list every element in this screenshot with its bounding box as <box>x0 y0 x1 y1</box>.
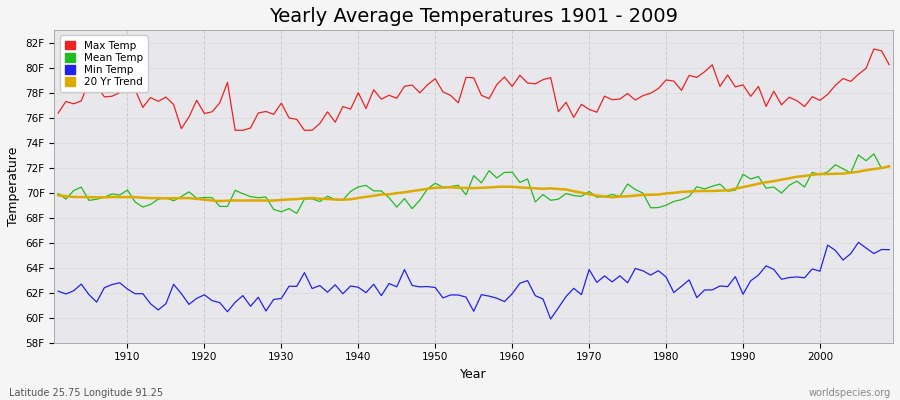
Min Temp <box>884 247 895 252</box>
Max Temp <box>292 117 302 122</box>
Line: Mean Temp: Mean Temp <box>58 154 889 214</box>
Text: Latitude 25.75 Longitude 91.25: Latitude 25.75 Longitude 91.25 <box>9 388 163 398</box>
Min Temp <box>507 291 517 296</box>
Line: Max Temp: Max Temp <box>58 49 889 130</box>
20 Yr Trend <box>515 185 526 190</box>
Mean Temp <box>292 211 302 216</box>
Mean Temp <box>868 152 879 156</box>
Min Temp <box>500 299 510 304</box>
Line: Min Temp: Min Temp <box>58 242 889 319</box>
Line: 20 Yr Trend: 20 Yr Trend <box>58 166 889 201</box>
Max Temp <box>53 111 64 116</box>
Max Temp <box>868 47 879 52</box>
Y-axis label: Temperature: Temperature <box>7 147 20 226</box>
Mean Temp <box>284 206 294 211</box>
Mean Temp <box>53 191 64 196</box>
X-axis label: Year: Year <box>461 368 487 381</box>
Max Temp <box>884 62 895 67</box>
20 Yr Trend <box>884 164 895 169</box>
Max Temp <box>230 128 240 133</box>
20 Yr Trend <box>53 193 64 198</box>
Mean Temp <box>507 170 517 174</box>
Min Temp <box>853 240 864 245</box>
Max Temp <box>515 73 526 78</box>
Min Temp <box>329 282 340 287</box>
20 Yr Trend <box>607 195 617 200</box>
20 Yr Trend <box>114 195 125 200</box>
Max Temp <box>607 97 617 102</box>
20 Yr Trend <box>507 184 517 189</box>
Min Temp <box>114 280 125 285</box>
Mean Temp <box>114 193 125 198</box>
Mean Temp <box>338 198 348 202</box>
Text: worldspecies.org: worldspecies.org <box>809 388 891 398</box>
20 Yr Trend <box>292 197 302 202</box>
Mean Temp <box>515 180 526 185</box>
20 Yr Trend <box>338 197 348 202</box>
Min Temp <box>53 289 64 294</box>
Max Temp <box>114 90 125 95</box>
Min Temp <box>284 284 294 289</box>
Legend: Max Temp, Mean Temp, Min Temp, 20 Yr Trend: Max Temp, Mean Temp, Min Temp, 20 Yr Tre… <box>59 36 148 92</box>
Title: Yearly Average Temperatures 1901 - 2009: Yearly Average Temperatures 1901 - 2009 <box>269 7 679 26</box>
Max Temp <box>338 104 348 109</box>
Min Temp <box>545 317 556 322</box>
Mean Temp <box>884 164 895 168</box>
20 Yr Trend <box>214 199 225 204</box>
Min Temp <box>607 280 617 284</box>
Mean Temp <box>607 192 617 197</box>
Max Temp <box>507 84 517 89</box>
